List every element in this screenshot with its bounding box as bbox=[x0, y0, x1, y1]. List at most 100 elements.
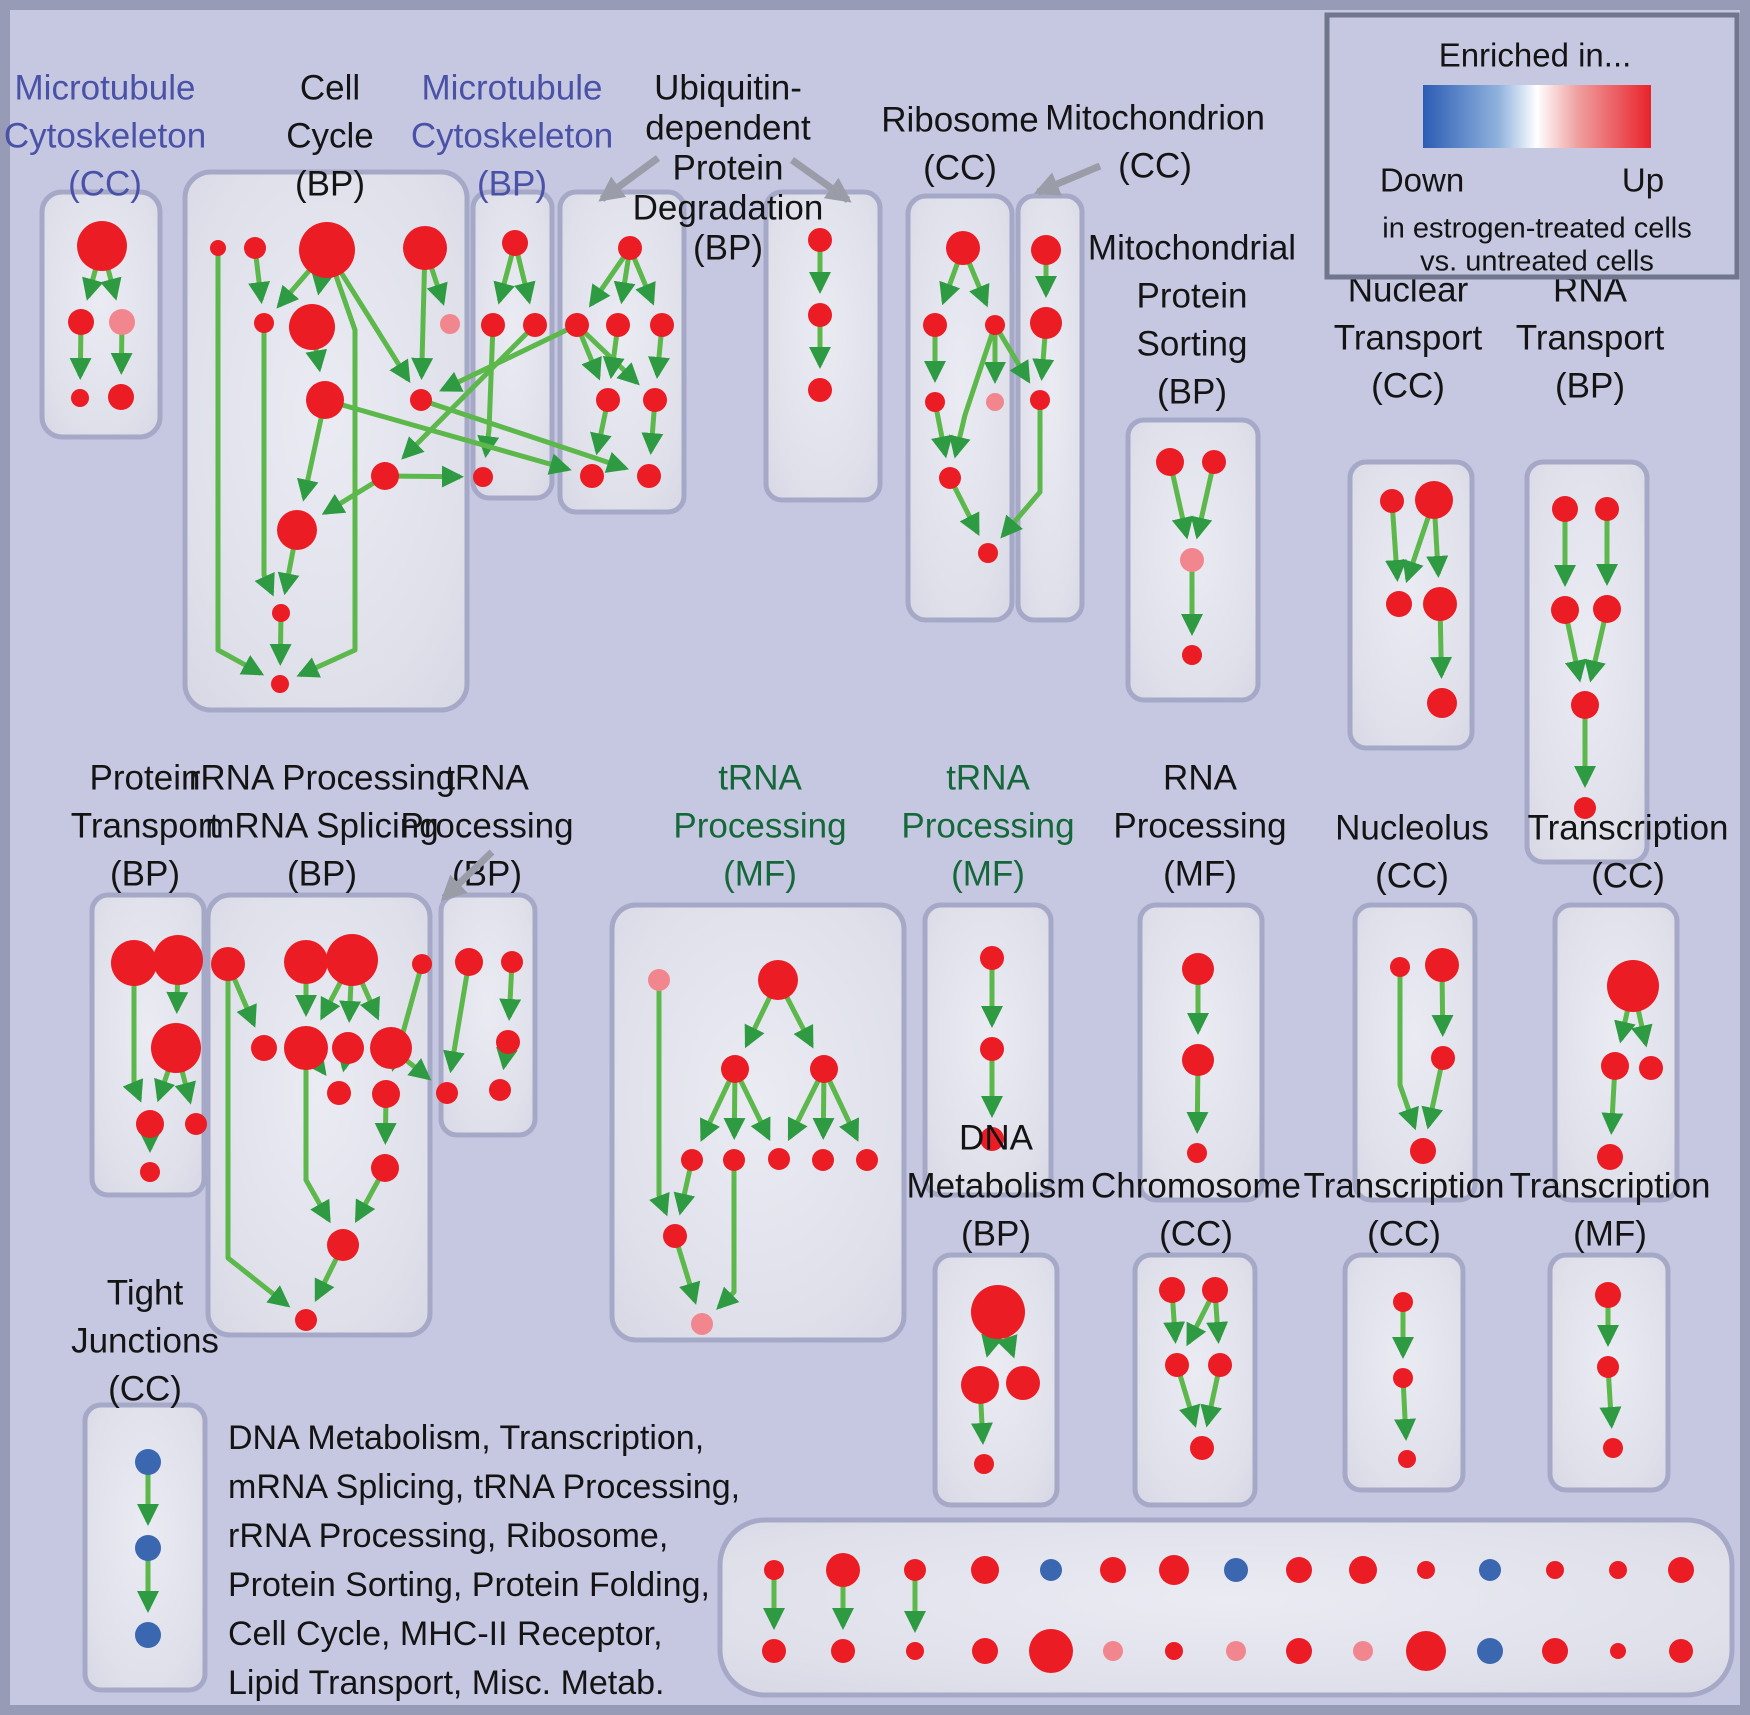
node-misc-col2-top bbox=[904, 1559, 926, 1581]
node-trna-processing-mf-large-pb bbox=[691, 1313, 713, 1335]
group-box-miscellaneous bbox=[717, 1517, 1735, 1698]
legend-up-label: Up bbox=[1622, 162, 1664, 199]
edge-protein-transport-A-D bbox=[122, 963, 144, 1103]
edge-cell-cycle-c-k bbox=[296, 249, 358, 678]
group-box-chromosome bbox=[1132, 1252, 1258, 1508]
node-misc-col4-bottom bbox=[1029, 1629, 1073, 1673]
cross-edge-microtubule-bp.C-cell-cycle.h bbox=[401, 323, 537, 460]
layer-text: Microtubule Cytoskeleton (CC) Cell Cycle (BP)… bbox=[4, 12, 1740, 1702]
misc-categories-text-line-5: Lipid Transport, Misc. Metab. bbox=[228, 1664, 665, 1702]
node-chromosome-ml bbox=[1165, 1353, 1189, 1377]
cross-edge-cell-cycle.g-ubiquitin.r4a bbox=[324, 397, 572, 475]
node-cell-cycle-j bbox=[272, 604, 290, 622]
group-label-ubiquitin-line-0: Ubiquitin- bbox=[654, 68, 802, 107]
cross-edge-ubiquitin.r2a-cell-cycle.m bbox=[439, 322, 579, 392]
node-trna-processing-mf-large-b5 bbox=[856, 1149, 878, 1171]
group-label-trna-processing-mf-small-line-2: (MF) bbox=[951, 854, 1025, 893]
group-label-mitochondrion-line-0: Mitochondrion bbox=[1045, 98, 1265, 137]
group-label-microtubule-bp-line-2: (BP) bbox=[477, 164, 547, 203]
node-ribosome-Bt bbox=[978, 543, 998, 563]
node-nuclear-transport-s bbox=[1380, 489, 1404, 513]
node-nuclear-transport-L bbox=[1415, 481, 1453, 519]
node-chromosome-tr bbox=[1202, 1277, 1228, 1303]
node-rrna-processing-e bbox=[284, 1026, 328, 1070]
group-label-ubiquitin-line-1: dependent bbox=[645, 108, 811, 147]
node-chromosome-tl bbox=[1159, 1277, 1185, 1303]
node-rna-transport-tl bbox=[1552, 496, 1578, 522]
node-rna-processing-mf-n2 bbox=[1182, 1044, 1214, 1076]
edge-rrna-processing-e-k bbox=[303, 1048, 331, 1224]
node-ribosome-M2 bbox=[939, 467, 961, 489]
group-label-transcription-cc-bottom-line-1: (CC) bbox=[1367, 1214, 1441, 1253]
group-label-trna-processing-mf-small-line-0: tRNA bbox=[946, 758, 1030, 797]
node-microtubule-bp-A bbox=[502, 230, 528, 256]
node-rna-processing-mf-n3 bbox=[1187, 1143, 1207, 1163]
node-ubiquitin-chain-c1 bbox=[808, 228, 832, 252]
group-label-mito-protein-sorting-line-2: Sorting bbox=[1137, 324, 1248, 363]
misc-categories-text-line-4: Cell Cycle, MHC-II Receptor, bbox=[228, 1615, 663, 1653]
node-rrna-processing-a bbox=[211, 947, 245, 981]
node-cell-cycle-b bbox=[244, 237, 266, 259]
group-label-mitochondrion-line-1: (CC) bbox=[1118, 146, 1192, 185]
node-rrna-processing-s bbox=[412, 954, 432, 974]
group-label-protein-transport-line-2: (BP) bbox=[110, 854, 180, 893]
node-cell-cycle-k bbox=[271, 675, 289, 693]
group-label-rrna-processing-line-2: (BP) bbox=[287, 854, 357, 893]
edge-cell-cycle-e-j bbox=[254, 323, 275, 597]
node-cell-cycle-i bbox=[277, 510, 317, 550]
node-cell-cycle-c bbox=[299, 222, 355, 278]
node-misc-col8-top bbox=[1286, 1557, 1312, 1583]
node-ubiquitin-r3a bbox=[596, 388, 620, 412]
node-nuclear-transport-ml bbox=[1386, 591, 1412, 617]
group-label-mito-protein-sorting-line-3: (BP) bbox=[1157, 372, 1227, 411]
node-ribosome-L bbox=[946, 231, 980, 265]
node-transcription-mf-bottom-n3 bbox=[1603, 1438, 1623, 1458]
node-trna-processing-mf-large-b4 bbox=[812, 1149, 834, 1171]
misc-categories-text-line-0: DNA Metabolism, Transcription, bbox=[228, 1419, 704, 1457]
node-ubiquitin-chain-c3 bbox=[808, 378, 832, 402]
node-rrna-processing-h bbox=[327, 1081, 351, 1105]
node-microtubule-cc-l bbox=[68, 309, 94, 335]
node-rrna-processing-i bbox=[372, 1080, 400, 1108]
node-protein-transport-E bbox=[185, 1113, 207, 1135]
node-misc-col10-top bbox=[1417, 1561, 1435, 1579]
group-label-tight-junctions-line-2: (CC) bbox=[108, 1369, 182, 1408]
group-label-cell-cycle-line-1: Cycle bbox=[286, 116, 374, 155]
legend-gradient-bar bbox=[1423, 85, 1651, 148]
node-rna-processing-mf-n1 bbox=[1182, 953, 1214, 985]
node-misc-col11-bottom bbox=[1477, 1638, 1503, 1664]
node-cell-cycle-a bbox=[210, 240, 226, 256]
node-mito-protein-sorting-A bbox=[1156, 448, 1184, 476]
node-mito-protein-sorting-P bbox=[1180, 548, 1204, 572]
node-microtubule-cc-t bbox=[77, 221, 127, 271]
node-misc-col2-bottom bbox=[906, 1642, 924, 1660]
group-label-dna-metabolism-line-0: DNA bbox=[959, 1118, 1034, 1157]
group-label-rna-processing-mf-line-0: RNA bbox=[1163, 758, 1238, 797]
node-chromosome-mr bbox=[1208, 1353, 1232, 1377]
node-cell-cycle-g bbox=[306, 381, 344, 419]
node-microtubule-cc-bl bbox=[71, 389, 89, 407]
node-rna-transport-mr bbox=[1593, 595, 1621, 623]
node-rna-transport-tr bbox=[1595, 497, 1619, 521]
node-trna-processing-mf-large-b1 bbox=[681, 1149, 703, 1171]
node-misc-col4-top bbox=[1040, 1559, 1062, 1581]
node-misc-col0-top bbox=[764, 1560, 784, 1580]
group-label-mito-protein-sorting-line-1: Protein bbox=[1137, 276, 1248, 315]
node-misc-col12-top bbox=[1546, 1561, 1564, 1579]
node-trna-processing-mf-large-ml bbox=[721, 1055, 749, 1083]
node-cell-cycle-h bbox=[371, 462, 399, 490]
group-label-trna-processing-bp-line-1: Processing bbox=[400, 806, 573, 845]
node-cell-cycle-pk bbox=[440, 314, 460, 334]
node-trna-processing-mf-small-n3 bbox=[980, 1127, 1004, 1151]
group-label-tight-junctions-line-0: Tight bbox=[107, 1273, 184, 1312]
node-nucleolus-b bbox=[1410, 1138, 1436, 1164]
edge-mito-protein-sorting-B-P bbox=[1190, 461, 1217, 540]
group-label-rrna-processing-line-0: rRNA Processing bbox=[189, 758, 455, 797]
edge-trna-processing-mf-large-b2-pb bbox=[716, 1160, 740, 1310]
group-label-rna-processing-mf-line-1: Processing bbox=[1113, 806, 1286, 845]
node-rrna-processing-l bbox=[295, 1309, 317, 1331]
node-mito-protein-sorting-B bbox=[1202, 450, 1226, 474]
layer-nodes bbox=[68, 221, 1694, 1673]
group-label-chromosome-line-0: Chromosome bbox=[1091, 1166, 1301, 1205]
